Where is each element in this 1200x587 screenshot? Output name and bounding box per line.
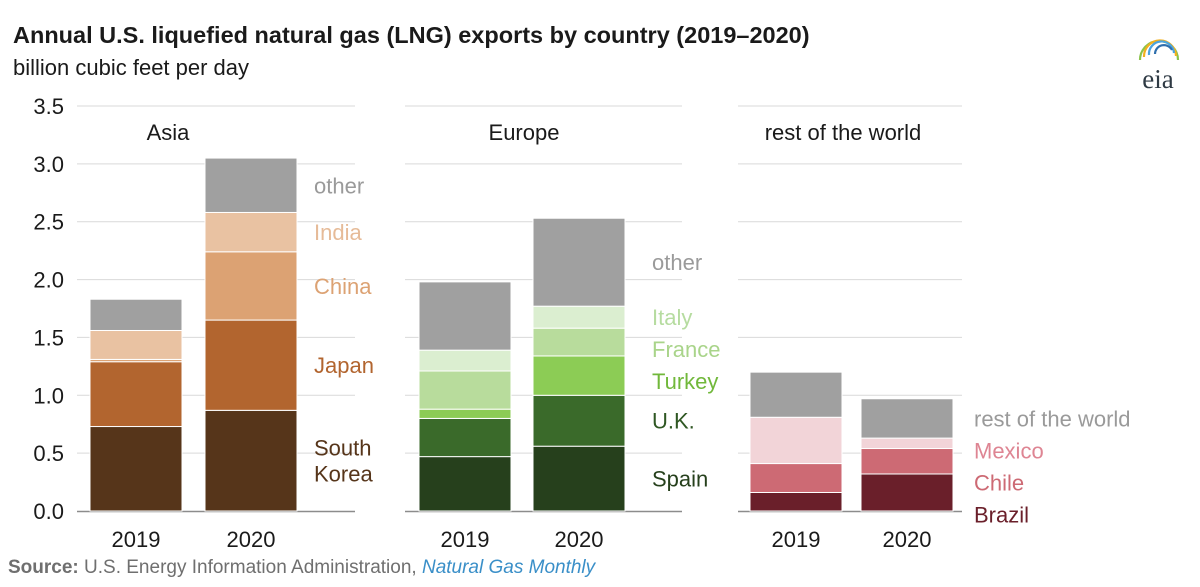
bar-segment (749, 491, 843, 512)
series-label: Turkey (652, 369, 718, 394)
source-publication: Natural Gas Monthly (421, 557, 596, 578)
panel-title: rest of the world (765, 120, 922, 145)
y-tick-label: 2.5 (33, 210, 64, 235)
bar-segment (860, 473, 954, 512)
series-label: other (314, 173, 364, 198)
bar-segment (749, 463, 843, 493)
series-label: Chile (974, 470, 1024, 495)
series-label: China (314, 274, 372, 299)
bar-segment (860, 437, 954, 450)
source-org: U.S. Energy Information Administration, (84, 557, 417, 578)
bar-segment (418, 349, 512, 372)
series-label: Korea (314, 462, 373, 487)
bar-segment (860, 448, 954, 475)
bar-segment (749, 416, 843, 465)
series-label: India (314, 220, 362, 245)
y-tick-label: 1.5 (33, 325, 64, 350)
bar-segment (89, 298, 183, 331)
bar-segment (204, 251, 298, 321)
y-tick-label: 3.5 (33, 94, 64, 119)
series-label: Brazil (974, 502, 1029, 527)
x-tick-label: 2019 (112, 527, 161, 552)
chart-title: Annual U.S. liquefied natural gas (LNG) … (13, 22, 810, 48)
series-label: rest of the world (974, 406, 1131, 431)
x-tick-label: 2020 (227, 527, 276, 552)
bar-segment (532, 445, 626, 512)
bar-segment (89, 426, 183, 512)
bar-segment (532, 305, 626, 329)
y-tick-label: 2.0 (33, 268, 64, 293)
bar-segment (204, 409, 298, 512)
bar-segment (532, 394, 626, 447)
bar-segment (204, 157, 298, 213)
bar-segment (418, 370, 512, 410)
series-label: South (314, 436, 372, 461)
bar-segment (418, 417, 512, 458)
panel-title: Europe (489, 120, 560, 145)
x-tick-label: 2019 (441, 527, 490, 552)
series-label: Italy (652, 305, 692, 330)
y-tick-label: 0.0 (33, 499, 64, 524)
bar-segment (89, 361, 183, 428)
source-label: Source: (8, 557, 79, 578)
series-label: other (652, 250, 702, 275)
series-label: Spain (652, 467, 708, 492)
x-tick-label: 2020 (555, 527, 604, 552)
bar-segment (532, 217, 626, 307)
series-label: France (652, 337, 720, 362)
panel-title: Asia (147, 120, 191, 145)
series-label: Japan (314, 353, 374, 378)
x-tick-label: 2019 (772, 527, 821, 552)
bar-segment (418, 408, 512, 419)
bar-segment (204, 211, 298, 253)
eia-logo-icon: eia (1138, 39, 1180, 94)
series-label: Mexico (974, 438, 1044, 463)
y-tick-label: 3.0 (33, 152, 64, 177)
bar-segment (532, 327, 626, 357)
y-tick-label: 1.0 (33, 383, 64, 408)
bar-segment (204, 319, 298, 411)
eia-logo-text: eia (1142, 64, 1173, 94)
bar-segment (89, 329, 183, 360)
chart-subtitle: billion cubic feet per day (13, 55, 250, 80)
bar-segment (418, 281, 512, 351)
bar-segment (418, 456, 512, 512)
y-tick-label: 0.5 (33, 441, 64, 466)
source-note: Source: U.S. Energy Information Administ… (8, 557, 595, 579)
bar-segment (860, 398, 954, 439)
bar-segment (532, 355, 626, 396)
x-tick-label: 2020 (883, 527, 932, 552)
bar-segment (749, 371, 843, 418)
series-label: U.K. (652, 409, 695, 434)
